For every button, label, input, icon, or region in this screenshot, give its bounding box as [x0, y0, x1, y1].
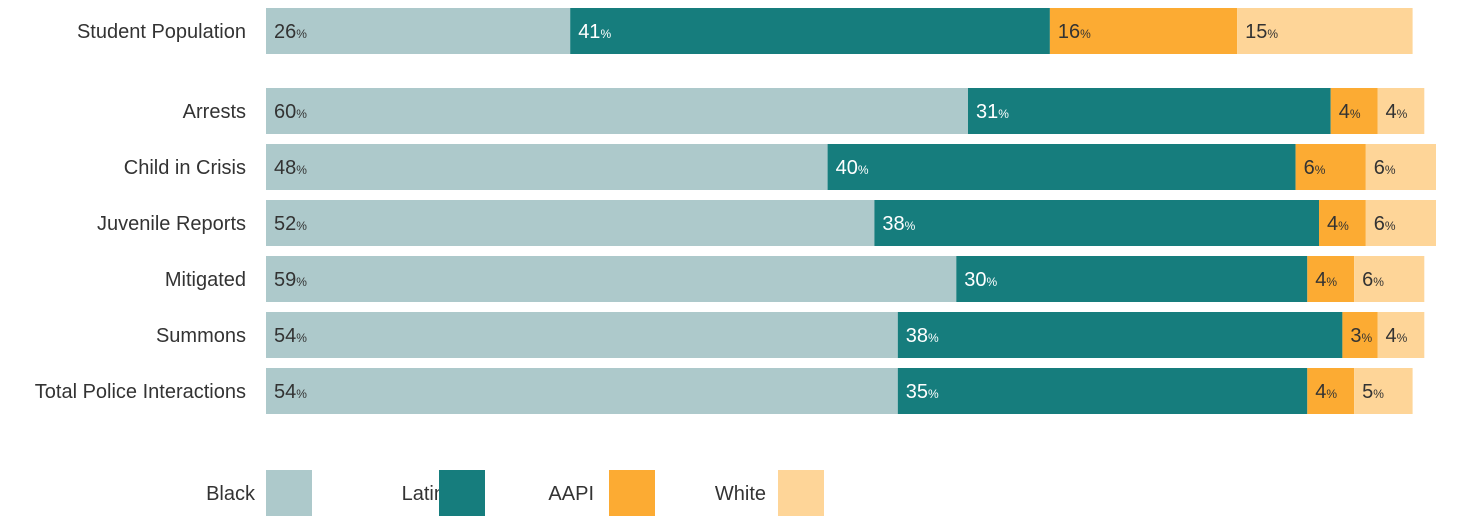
bar-segment-latinx [874, 200, 1319, 246]
bar-segment-latinx [956, 256, 1308, 302]
data-label-aapi: 16% [1058, 21, 1091, 43]
legend-label: White [715, 483, 766, 505]
bar-segment-aapi [1295, 144, 1366, 190]
data-label-black: 59% [274, 269, 307, 291]
chart-rows: Student Population 26% 41% 16% 15% Arrests 60%… [35, 8, 1436, 414]
data-label-white: 4% [1386, 101, 1408, 123]
bar-row-mitigated: Mitigated 59% 30% 4% 6% [165, 256, 1425, 302]
data-label-white: 6% [1374, 157, 1396, 179]
bar-segment-white [1354, 256, 1425, 302]
legend: Black Latinx AAPI White [206, 470, 824, 516]
legend-swatch [439, 470, 485, 516]
bar-row-student-population: Student Population 26% 41% 16% 15% [77, 8, 1413, 54]
data-label-black: 26% [274, 21, 307, 43]
data-label-black: 54% [274, 325, 307, 347]
category-label: Summons [156, 325, 246, 347]
bar-segment-aapi [1319, 200, 1366, 246]
bar-segment-white [1365, 200, 1436, 246]
data-label-white: 5% [1362, 381, 1384, 403]
data-label-white: 6% [1362, 269, 1384, 291]
bar-row-juvenile-reports: Juvenile Reports 52% 38% 4% 6% [97, 200, 1436, 246]
legend-swatch [266, 470, 312, 516]
bar-segment-white [1365, 144, 1436, 190]
legend-item-white: White [715, 470, 824, 516]
data-label-white: 15% [1245, 21, 1278, 43]
data-label-latinx: 38% [906, 325, 939, 347]
bar-segment-white [1354, 368, 1413, 414]
bar-segment-latinx [897, 368, 1308, 414]
bar-segment-aapi [1049, 8, 1238, 54]
bar-row-summons: Summons 54% 38% 3% 4% [156, 312, 1425, 358]
data-label-latinx: 31% [976, 101, 1009, 123]
bar-row-child-in-crisis: Child in Crisis 48% 40% 6% 6% [124, 144, 1436, 190]
category-label: Arrests [183, 101, 246, 123]
bar-segment-black [266, 200, 875, 246]
bar-segment-black [266, 312, 898, 358]
category-label: Mitigated [165, 269, 246, 291]
bar-segment-latinx [570, 8, 1050, 54]
data-label-aapi: 3% [1350, 325, 1372, 347]
data-label-aapi: 4% [1315, 381, 1337, 403]
legend-swatch [609, 470, 655, 516]
bar-segment-black [266, 8, 571, 54]
category-label: Child in Crisis [124, 157, 246, 179]
data-label-latinx: 41% [578, 21, 611, 43]
legend-label: Black [206, 483, 256, 505]
bar-segment-latinx [897, 312, 1343, 358]
bar-segment-latinx [968, 88, 1331, 134]
bar-segment-aapi [1342, 312, 1378, 358]
legend-item-latinx: Latinx [402, 470, 485, 516]
bar-segment-aapi [1330, 88, 1378, 134]
bar-row-arrests: Arrests 60% 31% 4% 4% [183, 88, 1425, 134]
bar-segment-aapi [1307, 368, 1355, 414]
bar-segment-white [1377, 312, 1425, 358]
data-label-aapi: 6% [1304, 157, 1326, 179]
bar-segment-latinx [827, 144, 1296, 190]
data-label-white: 6% [1374, 213, 1396, 235]
legend-item-black: Black [206, 470, 312, 516]
bar-segment-black [266, 144, 828, 190]
data-label-aapi: 4% [1339, 101, 1361, 123]
data-label-latinx: 35% [906, 381, 939, 403]
category-label: Juvenile Reports [97, 213, 246, 235]
legend-swatch [778, 470, 824, 516]
category-label: Student Population [77, 21, 246, 43]
bar-segment-black [266, 368, 898, 414]
bar-segment-white [1377, 88, 1425, 134]
legend-item-aapi: AAPI [548, 470, 655, 516]
data-label-latinx: 40% [836, 157, 869, 179]
data-label-aapi: 4% [1327, 213, 1349, 235]
legend-label: AAPI [548, 483, 594, 505]
data-label-black: 48% [274, 157, 307, 179]
data-label-latinx: 30% [964, 269, 997, 291]
data-label-aapi: 4% [1315, 269, 1337, 291]
bar-segment-white [1237, 8, 1413, 54]
data-label-black: 52% [274, 213, 307, 235]
bar-segment-aapi [1307, 256, 1355, 302]
bar-segment-black [266, 88, 968, 134]
bar-row-total-police-interactions: Total Police Interactions 54% 35% 4% 5% [35, 368, 1413, 414]
data-label-black: 60% [274, 101, 307, 123]
bar-segment-black [266, 256, 957, 302]
category-label: Total Police Interactions [35, 381, 246, 403]
data-label-white: 4% [1386, 325, 1408, 347]
data-label-black: 54% [274, 381, 307, 403]
data-label-latinx: 38% [882, 213, 915, 235]
